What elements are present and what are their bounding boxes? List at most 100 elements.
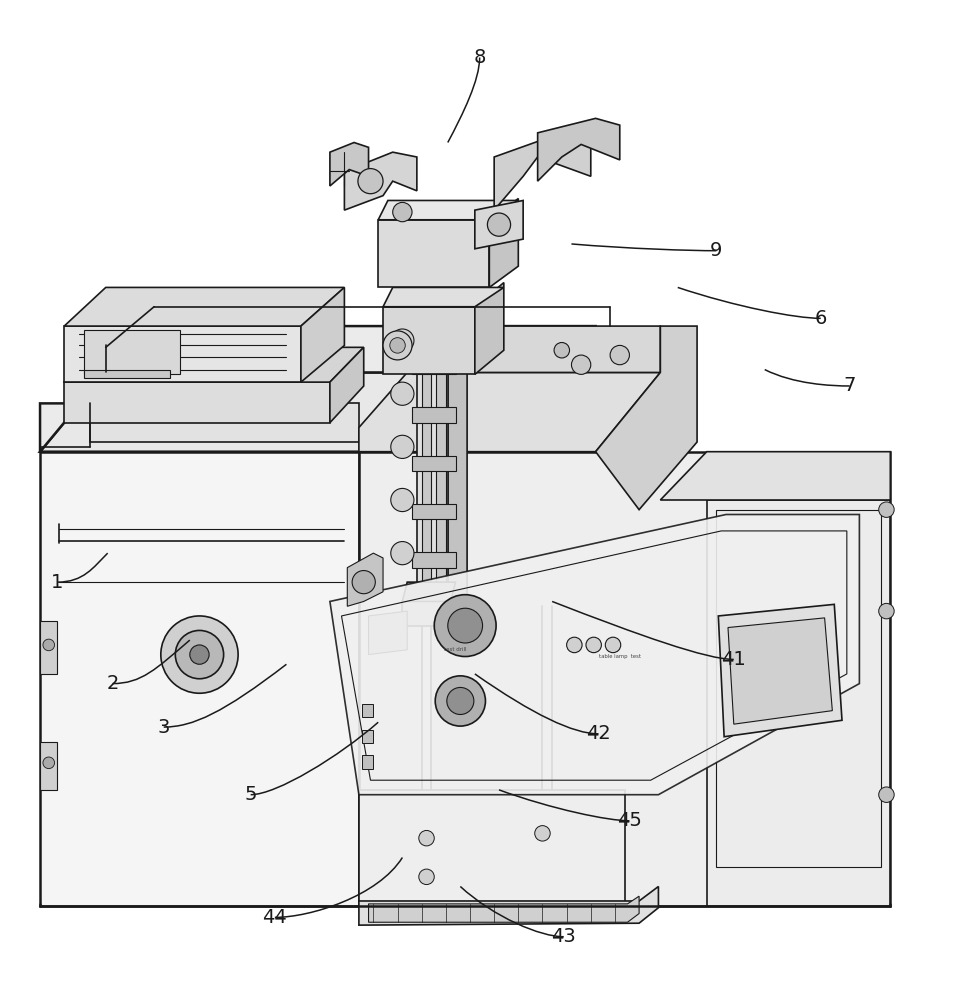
Text: 42: 42 [586,724,610,743]
Polygon shape [301,287,344,382]
Polygon shape [412,552,455,568]
Polygon shape [426,287,448,616]
Circle shape [879,502,894,517]
Circle shape [487,213,511,236]
Polygon shape [728,618,832,724]
Polygon shape [706,500,891,906]
Polygon shape [402,582,455,601]
Circle shape [419,869,434,885]
Polygon shape [90,403,359,442]
Polygon shape [475,200,523,249]
Polygon shape [412,311,455,326]
Circle shape [190,645,209,664]
Text: 43: 43 [551,927,577,946]
Polygon shape [361,730,373,743]
Circle shape [535,826,550,841]
Polygon shape [368,896,640,922]
Polygon shape [361,755,373,769]
Circle shape [391,329,414,352]
Polygon shape [475,283,504,374]
Circle shape [572,355,591,374]
Circle shape [43,639,54,651]
Text: 44: 44 [263,908,287,927]
Circle shape [175,630,224,679]
Polygon shape [329,347,363,423]
Polygon shape [383,307,475,374]
Circle shape [391,542,414,565]
Circle shape [391,435,414,458]
Circle shape [447,687,474,715]
Polygon shape [383,287,504,307]
Circle shape [448,608,483,643]
Text: 1: 1 [51,573,64,592]
Polygon shape [40,452,359,906]
Polygon shape [596,326,697,510]
Polygon shape [378,220,489,287]
Polygon shape [347,553,383,606]
Polygon shape [40,372,660,452]
Circle shape [567,637,582,653]
Polygon shape [83,370,171,378]
Polygon shape [83,330,180,374]
Text: 8: 8 [474,48,485,67]
Text: 3: 3 [158,718,170,737]
Circle shape [391,488,414,512]
Text: 9: 9 [710,241,723,260]
Polygon shape [64,382,329,423]
Polygon shape [660,452,891,500]
Polygon shape [40,742,57,790]
Text: 6: 6 [815,309,827,328]
Polygon shape [412,504,455,519]
Circle shape [391,382,414,405]
Circle shape [43,757,54,769]
Polygon shape [329,514,860,795]
Text: test drill: test drill [444,647,467,652]
Polygon shape [538,118,620,181]
Text: 41: 41 [721,650,746,669]
Polygon shape [344,152,417,210]
Polygon shape [448,268,467,616]
Circle shape [610,345,630,365]
Polygon shape [359,886,658,925]
Circle shape [161,616,238,693]
Text: 45: 45 [617,811,641,830]
Polygon shape [368,611,407,655]
Circle shape [419,830,434,846]
Circle shape [390,338,405,353]
Polygon shape [40,621,57,674]
Polygon shape [329,142,368,186]
Polygon shape [40,326,596,452]
Polygon shape [407,326,660,372]
Polygon shape [412,456,455,471]
Polygon shape [422,307,431,597]
Circle shape [392,202,412,222]
Polygon shape [64,287,344,326]
Circle shape [879,603,894,619]
Polygon shape [402,601,451,626]
Text: 5: 5 [244,785,257,804]
Circle shape [383,331,412,360]
Polygon shape [436,307,446,597]
Text: 2: 2 [107,674,118,693]
Polygon shape [64,347,363,382]
Polygon shape [494,133,591,210]
Circle shape [358,169,383,194]
Polygon shape [489,199,518,287]
Polygon shape [412,359,455,374]
Polygon shape [412,407,455,423]
Polygon shape [361,704,373,717]
Polygon shape [359,790,625,904]
Text: table lamp  test: table lamp test [599,654,641,659]
Circle shape [435,676,485,726]
Circle shape [434,595,496,657]
Circle shape [554,343,570,358]
Polygon shape [359,452,891,906]
Circle shape [606,637,621,653]
Circle shape [879,787,894,802]
Polygon shape [378,200,518,220]
Text: 7: 7 [844,376,856,395]
Circle shape [586,637,602,653]
Polygon shape [359,372,660,452]
Polygon shape [64,326,301,382]
Circle shape [352,571,375,594]
